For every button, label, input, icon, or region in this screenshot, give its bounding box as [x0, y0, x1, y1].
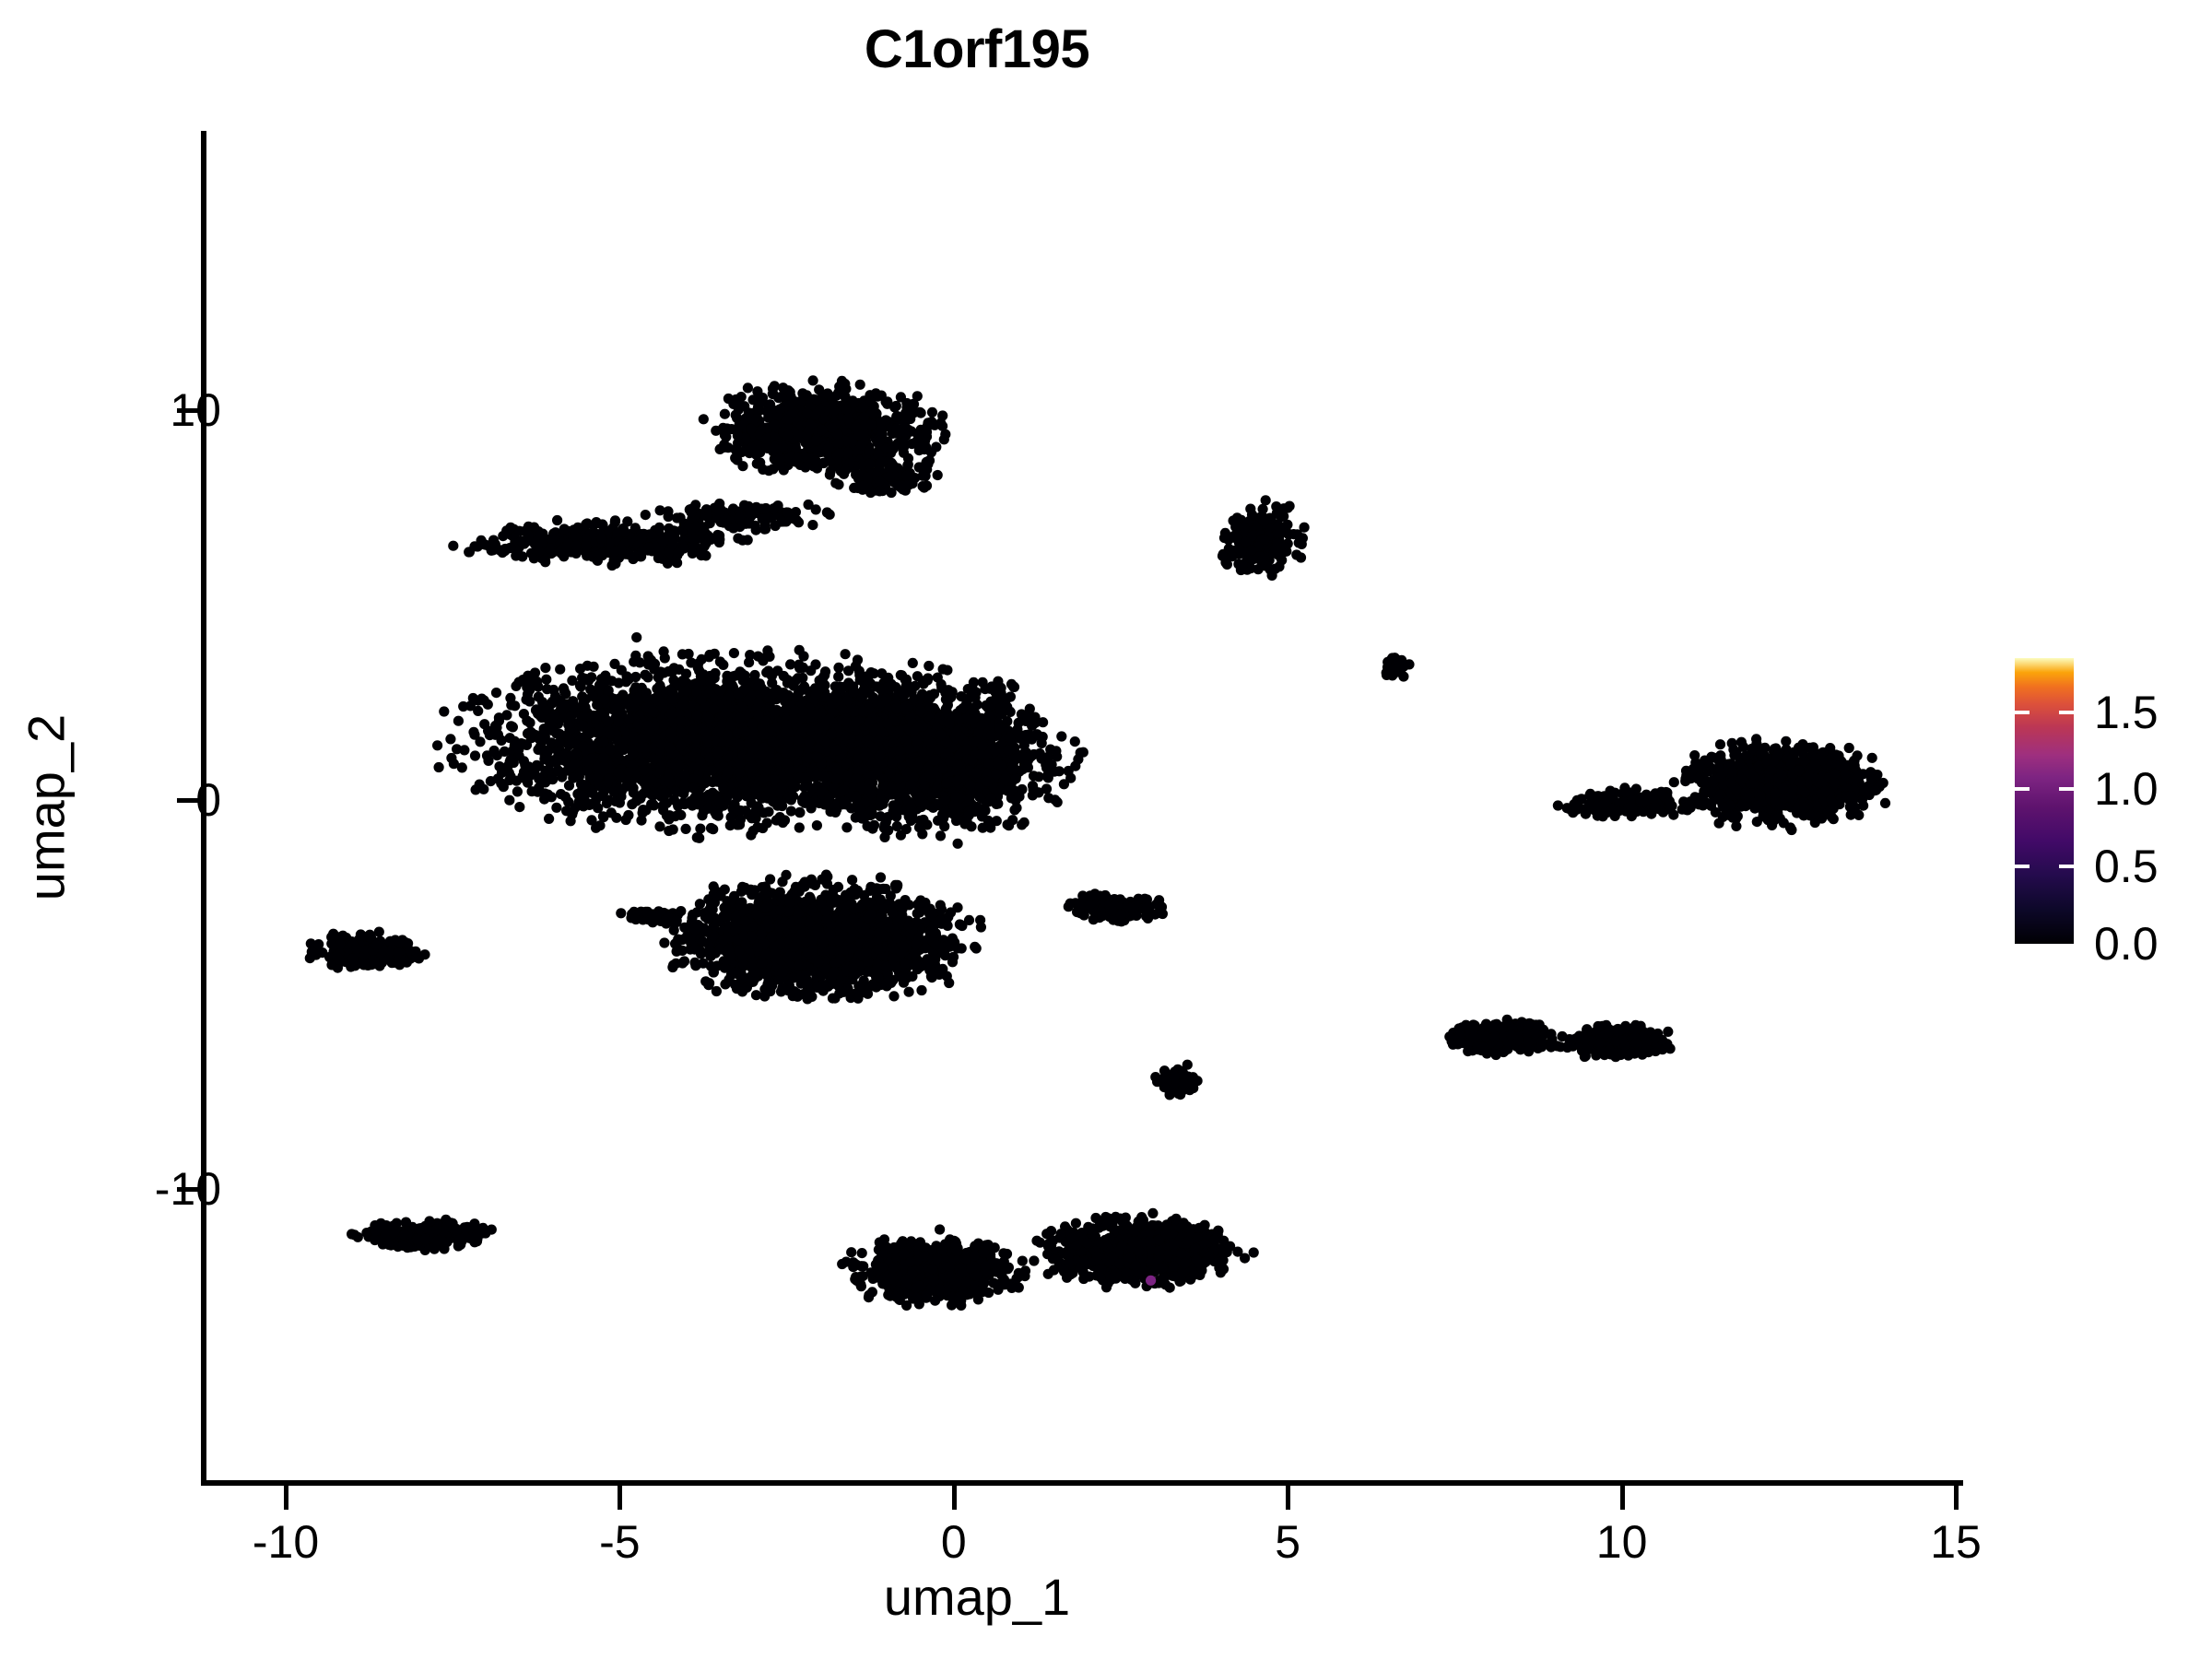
x-tick-mark	[1286, 1486, 1291, 1510]
x-tick-label: 10	[1595, 1516, 1648, 1568]
y-tick-label: -10	[154, 1163, 221, 1215]
x-tick-label: -10	[252, 1516, 320, 1568]
colorbar-tick-label: 1.0	[2094, 763, 2159, 816]
colorbar-tick-label: 0.0	[2094, 918, 2159, 970]
colorbar-tick-mark	[2015, 865, 2030, 869]
colorbar-tick-mark	[2015, 710, 2030, 714]
x-tick-label: -5	[599, 1516, 641, 1568]
page-title: C1orf195	[864, 19, 1090, 79]
colorbar-legend	[2015, 658, 2074, 944]
x-tick-label: 15	[1930, 1516, 1982, 1568]
colorbar-tick-mark	[2059, 787, 2074, 792]
scatter-points-layer	[304, 375, 1891, 1311]
x-tick-mark	[618, 1486, 623, 1510]
colorbar-gradient	[2015, 658, 2074, 944]
x-tick-mark	[1954, 1486, 1959, 1510]
scatter-plot-area	[205, 131, 1963, 1484]
colorbar-tick-mark	[2059, 710, 2074, 714]
x-axis-line	[201, 1480, 1963, 1486]
y-tick-label: 0	[195, 773, 221, 826]
y-axis-title: umap_2	[17, 713, 76, 901]
colorbar-tick-mark	[2015, 787, 2030, 792]
x-tick-label: 0	[940, 1516, 967, 1568]
x-tick-mark	[1619, 1486, 1625, 1510]
x-tick-label: 5	[1275, 1516, 1301, 1568]
x-tick-mark	[284, 1486, 288, 1510]
y-tick-label: 10	[170, 384, 221, 436]
y-axis-line	[201, 131, 206, 1486]
x-axis-title: umap_1	[883, 1568, 1071, 1626]
colorbar-tick-label: 0.5	[2094, 841, 2159, 893]
y-tick-mark	[177, 797, 203, 803]
colorbar-tick-mark	[2059, 865, 2074, 869]
colorbar-tick-label: 1.5	[2094, 686, 2159, 738]
y-tick-mark	[177, 1187, 203, 1192]
x-tick-mark	[951, 1486, 957, 1510]
y-tick-mark	[177, 408, 203, 413]
